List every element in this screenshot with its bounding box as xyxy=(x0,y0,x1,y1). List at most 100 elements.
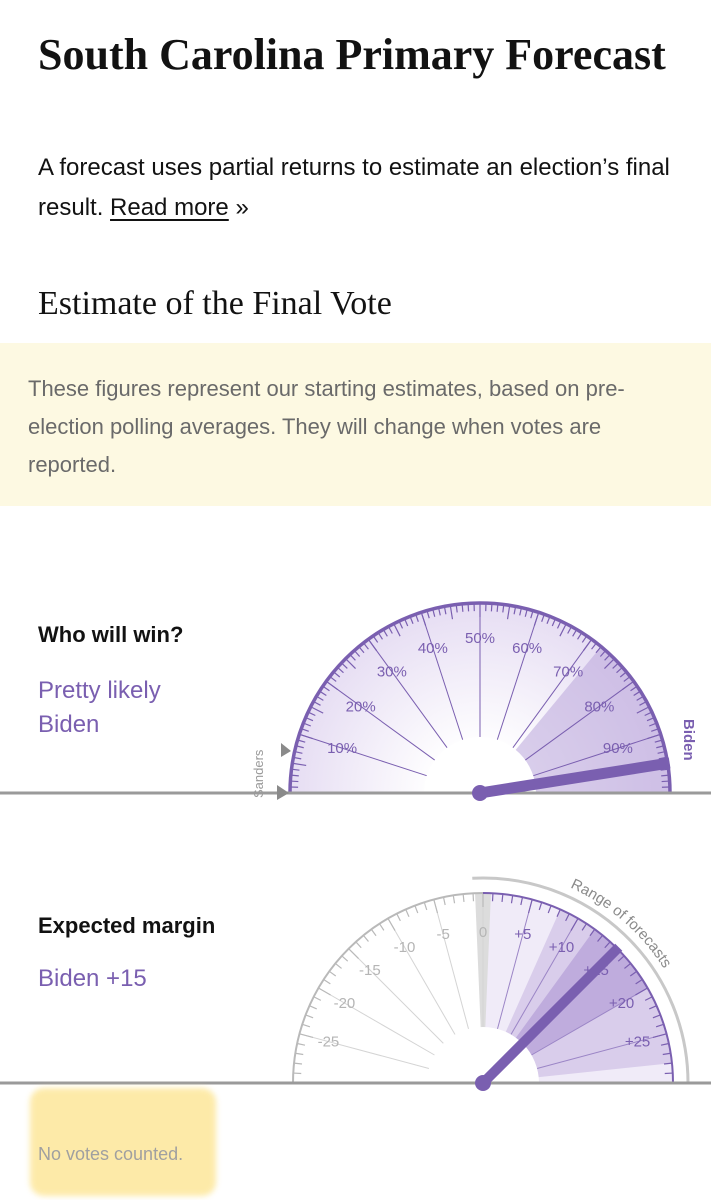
expected-margin-gauge: -25 -20 -15 -10 -5 0 +5 +10 +15 +20 +25 … xyxy=(0,876,711,1091)
margin-minor-tick xyxy=(663,1062,673,1065)
margin-gridline xyxy=(387,918,456,1035)
win-minor-tick xyxy=(506,605,511,620)
win-minor-tick xyxy=(310,706,324,714)
win-minor-tick xyxy=(292,762,307,767)
margin-minor-tick xyxy=(510,895,514,904)
win-minor-tick xyxy=(393,623,401,637)
left-candidate-label: Sanders xyxy=(251,749,266,798)
win-tick-70: 70% xyxy=(553,664,583,681)
read-more-link[interactable]: Read more xyxy=(110,194,229,221)
win-gauge-hub xyxy=(424,737,536,793)
margin-minor-tick xyxy=(442,897,446,906)
margin-gridline xyxy=(497,899,533,1030)
win-gridline xyxy=(325,680,435,761)
win-tick-60: 60% xyxy=(512,640,542,657)
margin-minor-tick xyxy=(355,941,362,949)
win-verdict: Pretty likely Biden xyxy=(38,674,161,742)
margin-minor-tick xyxy=(348,948,359,959)
margin-tick-minus25: -25 xyxy=(318,1034,340,1051)
margin-minor-tick xyxy=(520,897,524,906)
margin-minor-tick xyxy=(341,955,349,962)
margin-minor-tick xyxy=(379,923,385,931)
win-probability-gauge: 10% 20% 30% 40% 50% 60% 70% 80% 90% Sand… xyxy=(0,601,711,801)
margin-gridline xyxy=(318,987,435,1056)
margin-minor-tick xyxy=(624,962,632,969)
win-tick-10: 10% xyxy=(327,740,357,757)
margin-tick-plus5: +5 xyxy=(514,926,531,943)
margin-minor-tick xyxy=(570,918,579,931)
win-gauge-gridlines xyxy=(299,603,661,777)
margin-gridline xyxy=(348,948,444,1044)
win-gridline xyxy=(496,612,540,740)
win-minor-tick xyxy=(449,605,454,620)
margin-minor-tick xyxy=(297,1042,306,1046)
margin-minor-tick xyxy=(334,962,342,969)
win-tick-50: 50% xyxy=(465,630,495,647)
margin-gridline xyxy=(536,1033,667,1069)
subtitle-text: A forecast uses partial returns to estim… xyxy=(38,154,670,221)
margin-minor-tick xyxy=(565,913,570,922)
margin-minor-tick xyxy=(652,1033,667,1039)
margin-gauge-hub xyxy=(427,1027,539,1083)
margin-tick-minus15: -15 xyxy=(359,962,381,979)
win-gridline xyxy=(299,733,427,777)
win-minor-tick xyxy=(299,733,313,740)
margin-minor-tick xyxy=(414,905,419,914)
margin-minor-tick xyxy=(462,893,465,903)
margin-minor-tick xyxy=(423,902,428,911)
margin-tick-plus20: +20 xyxy=(609,995,634,1012)
win-gridline xyxy=(525,680,635,761)
estimate-note-text: These figures represent our starting est… xyxy=(28,376,625,477)
page-title: South Carolina Primary Forecast xyxy=(38,30,666,79)
margin-minor-tick xyxy=(538,902,543,911)
margin-minor-tick xyxy=(313,996,322,1001)
win-gridline xyxy=(367,638,448,748)
votes-status: No votes counted. xyxy=(38,1144,184,1164)
margin-minor-tick xyxy=(323,979,331,985)
margin-gridline xyxy=(433,899,469,1030)
win-needle xyxy=(479,757,671,799)
margin-minor-tick xyxy=(362,934,369,942)
margin-tick-0: 0 xyxy=(479,924,487,941)
margin-gauge-arc-left xyxy=(292,892,484,1084)
margin-gauge-tick-labels: -25 -20 -15 -10 -5 0 +5 +10 +15 +20 +25 xyxy=(318,924,651,1051)
margin-minor-tick xyxy=(604,941,611,949)
margin-minor-tick xyxy=(293,1062,303,1065)
margin-needle xyxy=(479,943,623,1087)
win-gridline xyxy=(420,612,464,740)
margin-minor-tick xyxy=(644,996,653,1001)
win-tick-40: 40% xyxy=(418,640,448,657)
margin-minor-tick xyxy=(396,913,401,922)
margin-minor-tick xyxy=(556,909,561,917)
win-tick-30: 30% xyxy=(377,664,407,681)
margin-tick-plus10: +10 xyxy=(549,939,574,956)
page-subtitle: A forecast uses partial returns to estim… xyxy=(38,148,678,228)
win-tick-90: 90% xyxy=(603,740,633,757)
margin-minor-tick xyxy=(652,1014,661,1019)
margin-needle-pivot xyxy=(475,1075,491,1091)
margin-minor-tick xyxy=(299,1033,314,1039)
margin-minor-tick xyxy=(387,918,396,931)
margin-tick-minus10: -10 xyxy=(394,939,416,956)
margin-minor-tick xyxy=(617,955,625,962)
margin-value: Biden +15 xyxy=(38,965,147,992)
margin-minor-tick xyxy=(501,893,504,903)
margin-tick-minus5: -5 xyxy=(436,926,449,943)
margin-minor-tick xyxy=(581,923,587,931)
margin-minor-tick xyxy=(649,1005,657,1010)
margin-tick-plus25: +25 xyxy=(625,1034,650,1051)
margin-minor-tick xyxy=(660,1042,669,1046)
margin-minor-tick xyxy=(597,934,604,942)
win-gridline xyxy=(512,638,593,748)
win-minor-tick xyxy=(636,706,650,714)
margin-minor-tick xyxy=(309,1005,317,1010)
margin-minor-tick xyxy=(405,909,410,917)
margin-minor-tick xyxy=(305,1014,314,1019)
margin-minor-tick xyxy=(302,1023,311,1028)
margin-range-arc xyxy=(472,876,690,1084)
win-verdict-line1: Pretty likely xyxy=(38,677,161,704)
win-gauge-tick-labels: 10% 20% 30% 40% 50% 60% 70% 80% 90% xyxy=(327,630,633,757)
win-minor-tick xyxy=(647,733,661,740)
win-minor-tick xyxy=(582,638,593,651)
estimate-section-title: Estimate of the Final Vote xyxy=(38,285,392,322)
